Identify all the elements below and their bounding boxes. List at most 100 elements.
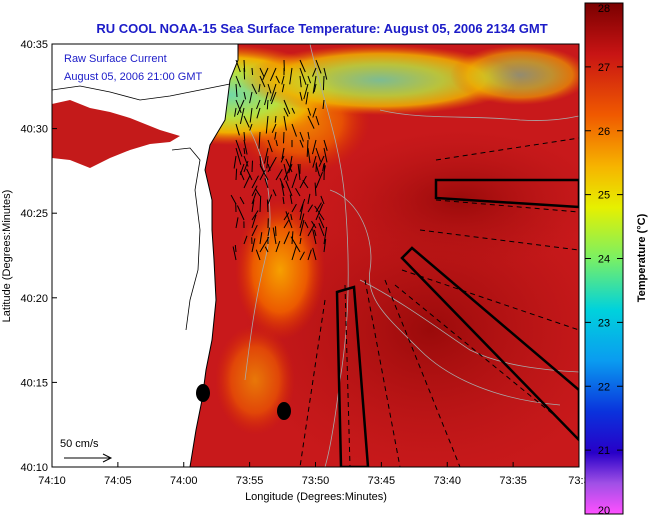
- current-vector: [312, 155, 317, 168]
- current-vector: [280, 155, 285, 163]
- current-vector: [235, 139, 243, 157]
- colorbar-tick-label: 22: [598, 381, 610, 393]
- current-vector: [274, 115, 277, 123]
- current-vector: [283, 131, 285, 144]
- current-vector: [249, 91, 253, 104]
- current-vector: [291, 107, 296, 114]
- current-vector: [259, 155, 262, 166]
- current-vector: [243, 91, 247, 100]
- current-vector: [297, 163, 301, 181]
- current-vector: [299, 131, 304, 142]
- current-vector: [259, 169, 266, 181]
- current-vector: [251, 67, 254, 76]
- current-vector: [312, 75, 317, 94]
- map-title: RU COOL NOAA-15 Sea Surface Temperature:…: [96, 21, 547, 36]
- current-vector: [314, 205, 325, 221]
- box-north: [434, 178, 579, 209]
- current-vector: [266, 199, 269, 213]
- current-vector: [307, 193, 311, 205]
- inlet-line: [171, 147, 201, 331]
- current-vector: [235, 217, 239, 229]
- x-tick-label: 73:40: [433, 475, 461, 487]
- current-vector: [264, 147, 269, 164]
- current-vector: [299, 75, 302, 88]
- current-vector: [285, 180, 293, 197]
- x-tick-label: 73:50: [302, 475, 330, 487]
- current-vector: [312, 67, 317, 77]
- bathy-contour-5: [359, 279, 579, 373]
- current-vector: [283, 220, 290, 229]
- current-vector: [299, 219, 305, 237]
- current-vector: [254, 188, 261, 197]
- current-vectors: [230, 59, 328, 261]
- current-vector: [239, 196, 245, 205]
- current-legend-line1: Raw Surface Current: [64, 53, 167, 65]
- current-vector: [235, 123, 240, 136]
- current-vector: [266, 99, 269, 110]
- colorbar-tick-label: 20: [598, 505, 610, 517]
- current-vector: [264, 178, 269, 189]
- current-vector: [234, 244, 237, 253]
- current-vector: [251, 185, 258, 197]
- current-vector: [289, 194, 293, 205]
- current-vector: [307, 115, 315, 129]
- box-diagonal: [400, 246, 579, 442]
- current-vector: [320, 195, 325, 205]
- current-vector: [235, 168, 238, 181]
- mooring-dot-1: [196, 384, 210, 402]
- bathy-contour-2: [329, 189, 561, 406]
- plot-area: Raw Surface Current August 05, 2006 21:0…: [52, 44, 579, 467]
- current-vector: [291, 123, 297, 137]
- current-vector: [315, 204, 324, 221]
- current-vector: [267, 83, 272, 94]
- current-vector: [313, 229, 317, 237]
- shoreline-north: [52, 83, 231, 101]
- colorbar-tick-label: 27: [598, 62, 610, 74]
- current-vector: [315, 59, 322, 74]
- current-vector: [299, 91, 303, 101]
- current-vector: [318, 216, 325, 229]
- current-vector: [275, 75, 280, 84]
- current-vector: [313, 83, 317, 93]
- current-vector: [270, 91, 277, 105]
- current-vector: [307, 147, 311, 164]
- current-vector: [323, 226, 328, 245]
- current-vector: [318, 155, 325, 167]
- current-vector: [259, 236, 270, 253]
- cool-patch-far-east: [450, 45, 579, 105]
- current-vector: [264, 246, 269, 253]
- current-vector: [249, 123, 253, 131]
- mooring-dot-2: [277, 402, 291, 420]
- y-tick-label: 40:10: [20, 462, 48, 474]
- current-vector: [251, 192, 257, 205]
- current-vector: [230, 194, 237, 205]
- current-vector: [299, 203, 304, 221]
- current-vector: [258, 83, 261, 93]
- colorbar-tick-label: 28: [598, 3, 610, 15]
- current-vector: [232, 246, 237, 261]
- current-vector: [307, 204, 314, 213]
- x-tick-label: 74:00: [170, 475, 198, 487]
- current-vector: [290, 236, 301, 253]
- x-tick-label: 73:3: [568, 475, 589, 487]
- upwelling-band: [235, 200, 325, 340]
- y-axis-label: Latitude (Degrees:Minutes): [1, 190, 13, 323]
- current-vector: [265, 115, 269, 134]
- current-vector: [251, 238, 256, 253]
- current-vector: [259, 195, 262, 213]
- current-vector: [314, 182, 317, 197]
- current-vector: [283, 99, 291, 115]
- current-vector: [256, 99, 261, 110]
- current-vector: [285, 211, 293, 229]
- current-vector: [243, 139, 248, 155]
- current-vector: [272, 189, 277, 197]
- current-vector: [315, 147, 322, 162]
- current-vector: [243, 67, 246, 80]
- current-vector: [243, 174, 251, 189]
- y-axis: 40:35 40:30 40:25 40:20 40:15 40:10: [20, 39, 57, 474]
- current-vector: [264, 91, 269, 106]
- scale-arrow-head: [102, 453, 113, 463]
- current-vector: [251, 199, 255, 213]
- current-vector: [259, 67, 265, 78]
